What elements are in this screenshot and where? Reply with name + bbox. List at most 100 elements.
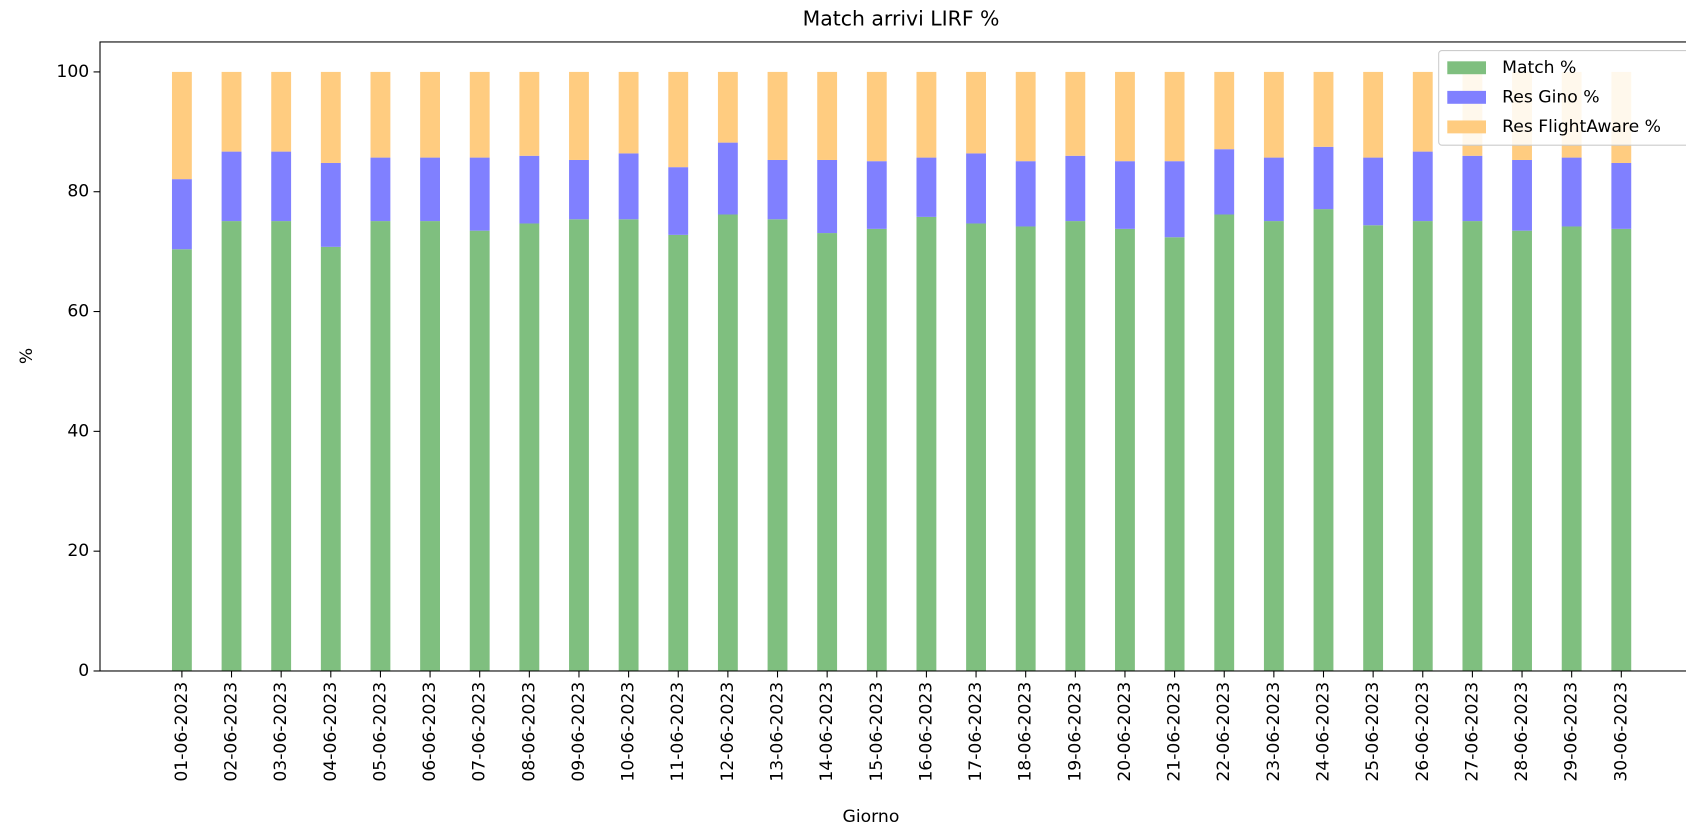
bar-segment bbox=[469, 71, 490, 158]
bar-segment bbox=[618, 153, 639, 220]
bar-segment bbox=[817, 71, 838, 160]
x-tick-label: 10-06-2023 bbox=[619, 682, 639, 782]
x-tick-label: 20-06-2023 bbox=[1115, 682, 1135, 782]
x-tick-label: 11-06-2023 bbox=[668, 682, 688, 782]
bar-segment bbox=[171, 71, 192, 180]
x-tick-label: 22-06-2023 bbox=[1214, 682, 1234, 782]
chart-title: Match arrivi LIRF % bbox=[803, 6, 1000, 30]
bar-segment bbox=[271, 151, 292, 222]
bar-segment bbox=[767, 159, 788, 220]
bar-segment bbox=[966, 71, 986, 154]
bar-segment bbox=[1164, 237, 1185, 671]
x-tick-label: 21-06-2023 bbox=[1165, 682, 1185, 782]
bar-segment bbox=[767, 71, 788, 160]
bar-segment bbox=[817, 159, 838, 234]
bar-segment bbox=[271, 221, 292, 671]
legend-swatch bbox=[1447, 90, 1487, 104]
plot-frame bbox=[99, 41, 1686, 672]
bar-segment bbox=[916, 71, 937, 158]
x-tick-label: 14-06-2023 bbox=[817, 682, 837, 782]
bar-segment bbox=[1263, 221, 1284, 671]
bar-segment bbox=[320, 162, 341, 247]
bar-segment bbox=[717, 142, 738, 215]
x-tick-label: 18-06-2023 bbox=[1016, 682, 1036, 782]
bar-segment bbox=[569, 159, 589, 220]
y-tick-label: 80 bbox=[67, 182, 89, 202]
y-axis-label: % bbox=[17, 348, 37, 364]
y-tick-label: 100 bbox=[56, 62, 89, 82]
x-tick-label: 06-06-2023 bbox=[420, 682, 440, 782]
x-tick-label: 03-06-2023 bbox=[271, 682, 291, 782]
bar-segment bbox=[1561, 157, 1582, 227]
bar-segment bbox=[1313, 146, 1334, 210]
bar-segment bbox=[1115, 161, 1135, 229]
bar-segment bbox=[1214, 71, 1235, 150]
bar-segment bbox=[866, 71, 887, 162]
bar-segment bbox=[1214, 214, 1235, 671]
bar-segment bbox=[668, 71, 689, 168]
bar-segment bbox=[1512, 230, 1532, 671]
x-tick-label: 29-06-2023 bbox=[1562, 682, 1582, 782]
bar-segment bbox=[1611, 162, 1632, 229]
bar-segment bbox=[519, 223, 540, 671]
bar-segment bbox=[618, 219, 639, 671]
bar-segment bbox=[1115, 228, 1135, 671]
bar-segment bbox=[1462, 221, 1483, 671]
bar-segment bbox=[569, 219, 589, 671]
bar-segment bbox=[618, 71, 639, 154]
x-tick-label: 23-06-2023 bbox=[1264, 682, 1284, 782]
x-tick-label: 30-06-2023 bbox=[1611, 682, 1631, 782]
x-tick-label: 26-06-2023 bbox=[1413, 682, 1433, 782]
bar-segment bbox=[320, 71, 341, 163]
bar-segment bbox=[1214, 149, 1235, 215]
bar-segment bbox=[221, 221, 242, 671]
bar-segment bbox=[420, 221, 440, 671]
bar-segment bbox=[171, 179, 192, 250]
x-tick-label: 08-06-2023 bbox=[519, 682, 539, 782]
bar-segment bbox=[1015, 226, 1036, 671]
x-tick-label: 13-06-2023 bbox=[768, 682, 788, 782]
bar-segment bbox=[1412, 151, 1433, 222]
x-tick-label: 09-06-2023 bbox=[569, 682, 589, 782]
bar-segment bbox=[668, 234, 689, 671]
bar-segment bbox=[171, 249, 192, 671]
bar-segment bbox=[1115, 71, 1135, 162]
bar-segment bbox=[1263, 71, 1284, 158]
bar-segment bbox=[1412, 221, 1433, 671]
bar-segment bbox=[1065, 155, 1086, 222]
bar-segment bbox=[469, 230, 490, 671]
bar-segment bbox=[221, 71, 242, 152]
bar-segment bbox=[569, 71, 589, 160]
bar-segment bbox=[1512, 159, 1532, 231]
bar-segment bbox=[420, 71, 440, 158]
bar-segment bbox=[1015, 71, 1036, 162]
legend-box bbox=[1438, 50, 1686, 146]
x-axis-label: Giorno bbox=[843, 807, 900, 827]
bar-segment bbox=[916, 157, 937, 217]
bar-segment bbox=[1065, 71, 1086, 156]
bar-segment bbox=[966, 153, 986, 224]
y-tick-label: 60 bbox=[67, 302, 89, 322]
bar-segment bbox=[370, 157, 391, 222]
y-tick-label: 40 bbox=[67, 421, 89, 441]
x-tick-label: 24-06-2023 bbox=[1313, 682, 1333, 782]
x-tick-label: 25-06-2023 bbox=[1363, 682, 1383, 782]
x-tick-label: 12-06-2023 bbox=[718, 682, 738, 782]
x-tick-label: 19-06-2023 bbox=[1065, 682, 1085, 782]
bar-segment bbox=[469, 157, 490, 231]
bar-segment bbox=[1363, 157, 1384, 226]
bar-segment bbox=[1412, 71, 1433, 152]
x-tick-label: 04-06-2023 bbox=[321, 682, 341, 782]
x-tick-label: 05-06-2023 bbox=[370, 682, 390, 782]
legend-label: Match % bbox=[1502, 58, 1576, 78]
bar-segment bbox=[1313, 71, 1334, 147]
x-tick-label: 16-06-2023 bbox=[916, 682, 936, 782]
bar-segment bbox=[519, 155, 540, 224]
bar-segment bbox=[916, 216, 937, 671]
bar-segment bbox=[866, 161, 887, 229]
legend-swatch bbox=[1447, 61, 1487, 75]
bar-segment bbox=[370, 221, 391, 671]
bar-segment bbox=[1313, 209, 1334, 671]
